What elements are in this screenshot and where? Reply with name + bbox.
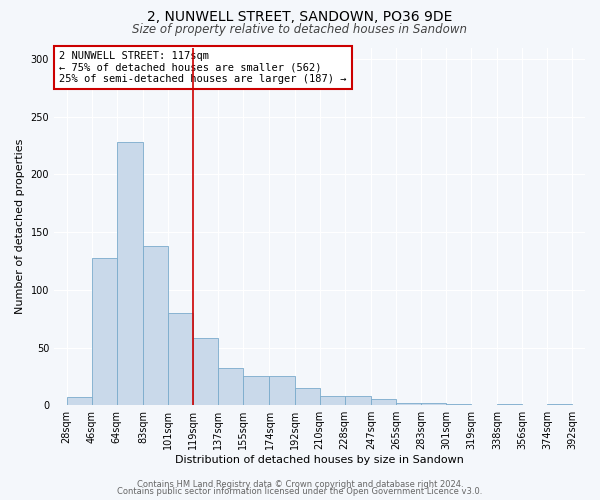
Text: Contains public sector information licensed under the Open Government Licence v3: Contains public sector information licen… <box>118 487 482 496</box>
Y-axis label: Number of detached properties: Number of detached properties <box>15 138 25 314</box>
Bar <box>344 396 371 405</box>
Bar <box>269 376 295 405</box>
Text: Contains HM Land Registry data © Crown copyright and database right 2024.: Contains HM Land Registry data © Crown c… <box>137 480 463 489</box>
X-axis label: Distribution of detached houses by size in Sandown: Distribution of detached houses by size … <box>175 455 464 465</box>
Bar <box>497 404 523 405</box>
Bar <box>547 404 572 405</box>
Bar <box>67 397 92 405</box>
Bar <box>92 258 116 405</box>
Text: Size of property relative to detached houses in Sandown: Size of property relative to detached ho… <box>133 22 467 36</box>
Bar <box>396 403 421 405</box>
Bar <box>218 368 243 405</box>
Text: 2 NUNWELL STREET: 117sqm
← 75% of detached houses are smaller (562)
25% of semi-: 2 NUNWELL STREET: 117sqm ← 75% of detach… <box>59 51 347 84</box>
Bar <box>295 388 320 405</box>
Bar <box>243 376 269 405</box>
Bar <box>116 142 143 405</box>
Bar <box>446 404 471 405</box>
Bar <box>421 403 446 405</box>
Bar <box>143 246 168 405</box>
Bar <box>168 313 193 405</box>
Bar <box>371 400 396 405</box>
Bar <box>320 396 344 405</box>
Text: 2, NUNWELL STREET, SANDOWN, PO36 9DE: 2, NUNWELL STREET, SANDOWN, PO36 9DE <box>148 10 452 24</box>
Bar <box>193 338 218 405</box>
